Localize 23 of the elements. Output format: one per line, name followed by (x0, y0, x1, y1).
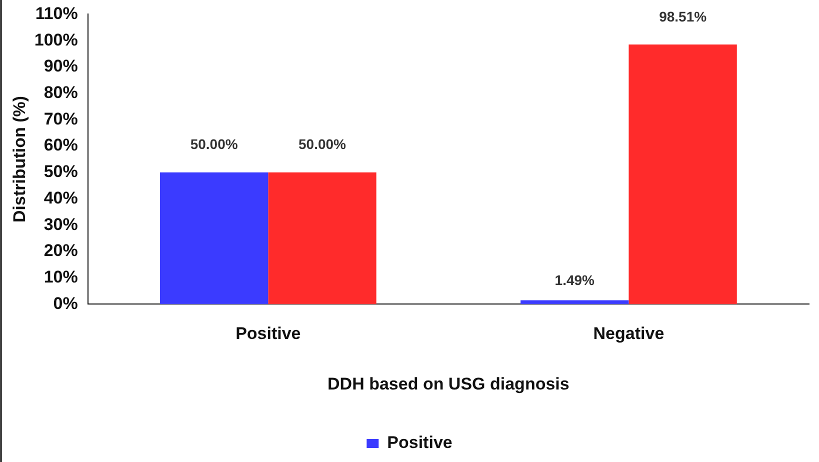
y-tick-label: 60% (44, 136, 78, 155)
bar (628, 44, 737, 304)
y-tick-label: 20% (44, 241, 78, 260)
data-label: 50.00% (190, 136, 238, 152)
y-tick-label: 10% (44, 268, 78, 287)
y-tick-label: 50% (44, 162, 78, 182)
data-label: 50.00% (298, 136, 347, 152)
bar (160, 172, 268, 304)
data-label: 1.49% (554, 272, 596, 288)
y-tick-label: 110% (35, 4, 78, 23)
y-tick-label: 40% (44, 188, 78, 208)
y-tick-label: 80% (44, 82, 78, 102)
y-tick-label: 90% (44, 56, 78, 76)
x-axis-title: DDH based on USG diagnosis (328, 374, 570, 394)
y-tick-label: 30% (44, 214, 78, 234)
x-tick-label: Negative (593, 324, 664, 344)
y-axis-title: Distribution (%) (10, 96, 29, 222)
y-tick-label: 0% (53, 294, 78, 313)
legend-label: Positive (387, 433, 452, 452)
data-label: 98.51% (659, 8, 708, 24)
bar (268, 172, 376, 304)
y-tick-label: 70% (44, 109, 78, 128)
y-tick-label: 100% (34, 30, 78, 50)
